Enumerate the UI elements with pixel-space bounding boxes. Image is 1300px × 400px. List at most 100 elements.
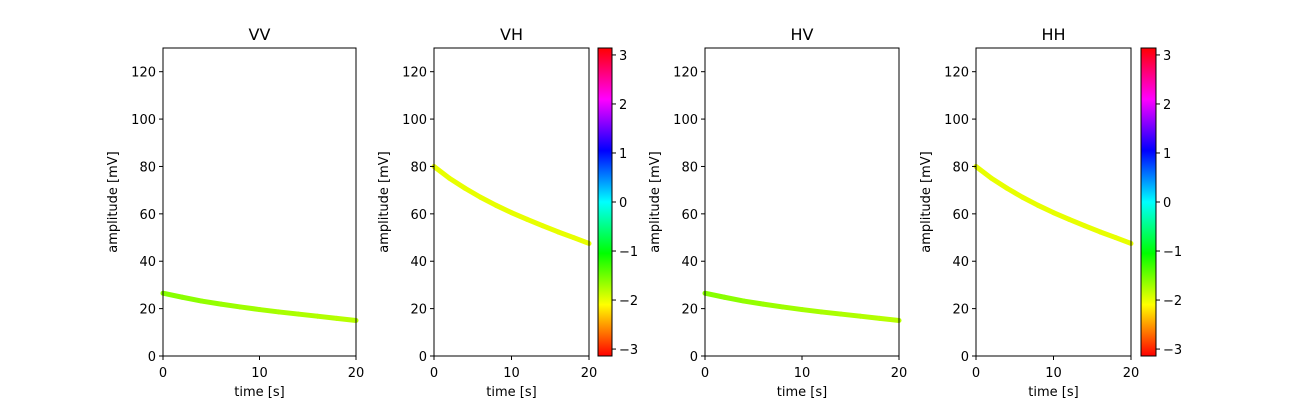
colorbar-tick-label: 2	[619, 98, 627, 113]
y-tick-label: 100	[944, 113, 969, 128]
y-tick-label: 20	[681, 303, 698, 318]
line-segment	[540, 223, 561, 235]
line-segment	[1020, 194, 1041, 208]
colorbar-tick-label: −1	[619, 245, 638, 260]
line-segment	[877, 315, 902, 323]
y-axis-label: amplitude [mV]	[377, 151, 392, 253]
colorbar-gradient	[1140, 47, 1157, 357]
subplot-title: HV	[791, 25, 814, 44]
line-segment	[314, 313, 340, 321]
x-tick-label: 0	[972, 366, 980, 381]
line-segment	[509, 210, 530, 222]
x-tick-label: 10	[503, 366, 520, 381]
y-axis-label: amplitude [mV]	[919, 151, 934, 253]
line-segment	[524, 216, 545, 229]
colorbar-tick-label: 1	[619, 147, 627, 162]
line-segment	[276, 309, 301, 317]
line-segment	[160, 290, 185, 300]
line-segment	[1082, 223, 1103, 235]
subplot-hv: 0 10 20 0 20 40 60 80 100 120 HV time [s] amplitude …	[648, 25, 907, 400]
line-segment	[431, 163, 452, 181]
y-tick-label: 20	[952, 303, 969, 318]
line-segment	[257, 307, 282, 315]
colorbar-tick-label: 0	[1163, 196, 1171, 211]
axes-frame	[433, 47, 590, 357]
series-line	[702, 290, 902, 323]
line-segment	[1097, 229, 1118, 241]
y-tick-label: 0	[419, 350, 427, 365]
y-tick-label: 0	[690, 350, 698, 365]
colorbar-tick-label: −3	[1163, 343, 1182, 358]
y-tick-label: 120	[673, 66, 698, 81]
colorbar-tick-label: 2	[1163, 98, 1171, 113]
line-segment	[295, 311, 320, 319]
y-tick-label: 80	[952, 160, 969, 175]
subplot-title: HH	[1041, 25, 1065, 44]
y-tick-label: 100	[402, 113, 427, 128]
line-segment	[462, 185, 483, 200]
x-tick-label: 20	[348, 366, 365, 381]
colorbar-gradient	[597, 47, 613, 357]
y-axis-label: amplitude [mV]	[648, 151, 663, 253]
colorbar: −3 −2 −1 0 1 2 3	[597, 47, 638, 358]
y-tick-label: 40	[139, 255, 156, 270]
colorbar-tick-label: −2	[619, 294, 638, 309]
x-tick-label: 10	[251, 366, 268, 381]
subplot-title: VH	[500, 25, 523, 44]
series-line	[973, 163, 1134, 246]
y-tick-label: 20	[139, 303, 156, 318]
y-axis-label: amplitude [mV]	[106, 151, 121, 253]
line-segment	[1051, 210, 1072, 222]
y-tick-label: 60	[952, 208, 969, 223]
y-tick-label: 0	[961, 350, 969, 365]
line-segment	[1004, 185, 1025, 200]
y-tick-label: 40	[681, 255, 698, 270]
x-tick-label: 0	[159, 366, 167, 381]
x-tick-label: 0	[430, 366, 438, 381]
line-segment	[478, 194, 499, 208]
x-tick-label: 10	[794, 366, 811, 381]
line-segment	[760, 301, 786, 310]
line-segment	[199, 298, 224, 307]
line-segment	[334, 315, 359, 323]
y-tick-label: 100	[673, 113, 698, 128]
line-segment	[1035, 202, 1056, 216]
x-tick-label: 0	[701, 366, 709, 381]
colorbar-tick-label: 1	[1163, 147, 1171, 162]
line-segment	[838, 311, 863, 319]
x-tick-label: 10	[1045, 366, 1062, 381]
y-tick-label: 120	[944, 66, 969, 81]
x-tick-label: 20	[581, 366, 598, 381]
line-segment	[1113, 235, 1134, 246]
colorbar-tick-label: −3	[619, 343, 638, 358]
colorbar-tick-label: 3	[1163, 49, 1171, 64]
axes-frame	[975, 47, 1132, 357]
colorbar-tick-label: 3	[619, 49, 627, 64]
line-segment	[447, 175, 468, 191]
y-tick-label: 120	[402, 66, 427, 81]
series-line	[160, 290, 359, 323]
y-tick-label: 100	[131, 113, 156, 128]
colorbar: −3 −2 −1 0 1 2 3	[1140, 47, 1182, 358]
line-segment	[818, 309, 844, 317]
x-axis-label: time [s]	[777, 385, 827, 400]
y-tick-label: 40	[952, 255, 969, 270]
line-segment	[702, 290, 727, 300]
y-tick-label: 80	[410, 160, 427, 175]
colorbar-tick-label: −1	[1163, 245, 1182, 260]
line-segment	[741, 298, 766, 307]
y-tick-label: 60	[139, 208, 156, 223]
y-tick-label: 120	[131, 66, 156, 81]
line-segment	[721, 294, 747, 304]
subplot-vv: 0 10 20 0 20 40 60 80 100 120 VV time [s] amplitude …	[106, 25, 364, 400]
y-tick-label: 60	[681, 208, 698, 223]
x-axis-label: time [s]	[486, 385, 536, 400]
line-segment	[857, 313, 883, 321]
x-tick-label: 20	[891, 366, 908, 381]
y-tick-label: 0	[148, 350, 156, 365]
x-tick-label: 20	[1123, 366, 1140, 381]
line-segment	[780, 304, 805, 313]
